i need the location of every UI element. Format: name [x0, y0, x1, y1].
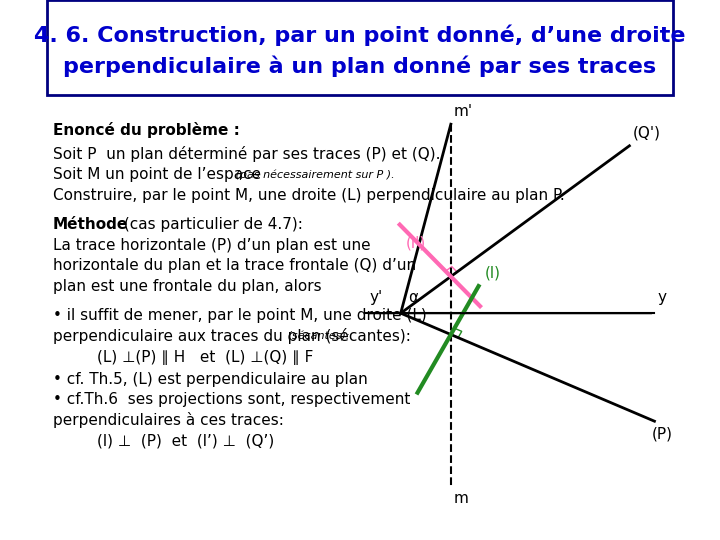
Text: perpendiculaires à ces traces:: perpendiculaires à ces traces: — [53, 412, 284, 428]
Text: (l): (l) — [485, 266, 501, 281]
Text: Enoncé du problème :: Enoncé du problème : — [53, 122, 240, 138]
Text: (l'): (l') — [406, 235, 426, 251]
Text: Soit P  un plan déterminé par ses traces (P) et (Q).: Soit P un plan déterminé par ses traces … — [53, 146, 441, 162]
Text: (Q'): (Q') — [633, 125, 660, 140]
Text: 4. 6. Construction, par un point donné, d’une droite: 4. 6. Construction, par un point donné, … — [35, 24, 685, 46]
Text: m': m' — [454, 104, 473, 119]
FancyBboxPatch shape — [47, 0, 673, 94]
Text: La trace horizontale (P) d’un plan est une: La trace horizontale (P) d’un plan est u… — [53, 238, 371, 253]
Text: • cf. Th.5, (L) est perpendiculaire au plan: • cf. Th.5, (L) est perpendiculaire au p… — [53, 372, 368, 387]
Text: horizontale du plan et la trace frontale (Q) d’un: horizontale du plan et la trace frontale… — [53, 258, 416, 273]
Text: • il suffit de mener, par le point M, une droite (L): • il suffit de mener, par le point M, un… — [53, 308, 427, 323]
Text: m: m — [454, 491, 469, 507]
Text: α: α — [408, 290, 418, 305]
Text: y: y — [657, 290, 667, 305]
Text: (sécantes):: (sécantes): — [284, 332, 349, 341]
Text: (L) ⊥(P) ∥ H   et  (L) ⊥(Q) ∥ F: (L) ⊥(P) ∥ H et (L) ⊥(Q) ∥ F — [97, 350, 313, 365]
Text: Méthode: Méthode — [53, 217, 128, 232]
Text: (P): (P) — [652, 427, 672, 442]
Text: plan est une frontale du plan, alors: plan est une frontale du plan, alors — [53, 279, 322, 294]
Text: (cas particulier de 4.7):: (cas particulier de 4.7): — [119, 217, 302, 232]
Text: Soit M un point de l’espace: Soit M un point de l’espace — [53, 167, 261, 182]
Text: y': y' — [369, 290, 382, 305]
Text: perpendiculaire aux traces du plan (sécantes):: perpendiculaire aux traces du plan (séca… — [53, 328, 411, 345]
Text: • cf.Th.6  ses projections sont, respectivement: • cf.Th.6 ses projections sont, respecti… — [53, 392, 410, 407]
Text: perpendiculaire à un plan donné par ses traces: perpendiculaire à un plan donné par ses … — [63, 55, 657, 77]
Text: (pas nécessairement sur P ).: (pas nécessairement sur P ). — [232, 169, 394, 180]
Text: (l) ⊥  (P)  et  (l’) ⊥  (Q’): (l) ⊥ (P) et (l’) ⊥ (Q’) — [97, 434, 274, 449]
Text: Construire, par le point M, une droite (L) perpendiculaire au plan P.: Construire, par le point M, une droite (… — [53, 188, 564, 203]
